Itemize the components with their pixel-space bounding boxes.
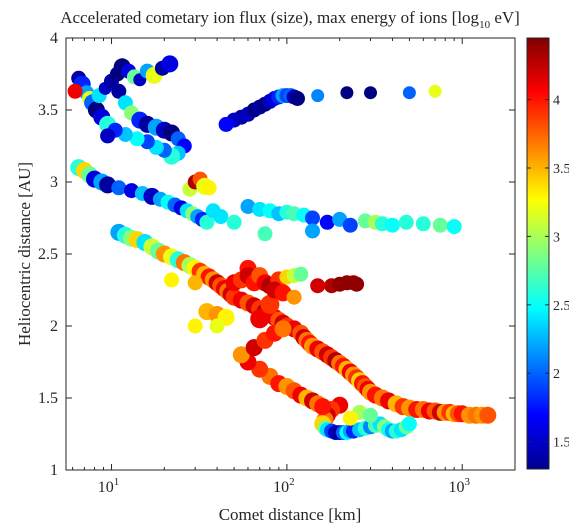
y-tick-label: 3.5: [38, 102, 58, 119]
colorbar-tick-label: 3: [553, 230, 560, 245]
data-point: [257, 226, 273, 242]
x-axis-label: Comet distance [km]: [219, 505, 362, 524]
data-point: [363, 407, 378, 423]
data-point: [310, 278, 326, 294]
colorbar: [526, 37, 550, 470]
data-point: [232, 346, 250, 364]
data-point: [311, 89, 325, 103]
x-axis-ticks: 101 102 103: [72, 38, 516, 496]
colorbar-tick-label: 2: [553, 367, 560, 382]
colorbar-ticks: 1.5 2 2.5 3 3.5 4: [527, 94, 569, 451]
y-tick-label: 2.5: [38, 246, 58, 263]
data-point: [364, 86, 377, 100]
data-point: [432, 217, 448, 233]
data-point: [111, 83, 127, 99]
chart-title: Accelerated cometary ion flux (size), ma…: [60, 8, 520, 31]
data-point: [384, 217, 400, 233]
data-point: [305, 210, 320, 226]
chart-title-main: Accelerated cometary ion flux (size), ma…: [60, 8, 479, 27]
colorbar-tick-label: 1.5: [553, 436, 569, 451]
data-point: [286, 289, 302, 305]
data-point: [349, 276, 365, 292]
data-point: [401, 416, 417, 432]
data-point: [446, 219, 462, 235]
data-point: [187, 275, 203, 291]
data-point: [111, 180, 127, 196]
data-point: [129, 131, 145, 147]
data-point: [164, 272, 180, 288]
data-point: [319, 214, 335, 230]
colorbar-tick-label: 2.5: [553, 299, 569, 314]
x-tick-label: 102: [273, 476, 295, 496]
x-tick-label: 101: [98, 476, 120, 496]
y-axis-ticks: 1 1.5 2 2.5 3 3.5 4: [38, 30, 515, 479]
y-tick-label: 4: [50, 30, 58, 47]
scatter-points: [67, 55, 497, 441]
data-point: [479, 406, 497, 424]
data-point: [314, 398, 332, 416]
data-point: [340, 86, 354, 100]
data-point: [415, 216, 431, 232]
data-point: [213, 209, 229, 225]
colorbar-tick-label: 4: [553, 94, 560, 109]
data-point: [209, 318, 225, 334]
chart-title-subscript: 10: [479, 19, 491, 31]
data-point: [240, 199, 256, 214]
data-point: [428, 84, 442, 98]
y-tick-label: 2: [50, 318, 58, 335]
data-point: [342, 217, 358, 233]
data-point: [290, 91, 305, 106]
data-point: [305, 223, 320, 239]
data-point: [260, 294, 280, 314]
x-tick-label: 103: [448, 476, 470, 496]
data-point: [250, 309, 270, 329]
data-point: [218, 116, 234, 132]
y-tick-label: 3: [50, 174, 58, 191]
data-point: [199, 214, 215, 230]
data-point: [226, 214, 242, 230]
data-point: [274, 320, 292, 338]
data-point: [187, 318, 203, 334]
y-tick-label: 1: [50, 462, 58, 479]
data-point: [201, 180, 217, 196]
data-point: [402, 86, 416, 100]
data-point: [342, 410, 358, 426]
data-point: [161, 55, 179, 73]
data-point: [67, 83, 83, 99]
data-point: [293, 266, 309, 282]
data-point: [100, 128, 116, 144]
colorbar-tick-label: 3.5: [553, 162, 569, 177]
data-point: [398, 214, 414, 230]
y-axis-label: Heliocentric distance [AU]: [15, 162, 34, 346]
y-tick-label: 1.5: [38, 390, 58, 407]
chart-title-suffix: eV]: [490, 8, 520, 27]
